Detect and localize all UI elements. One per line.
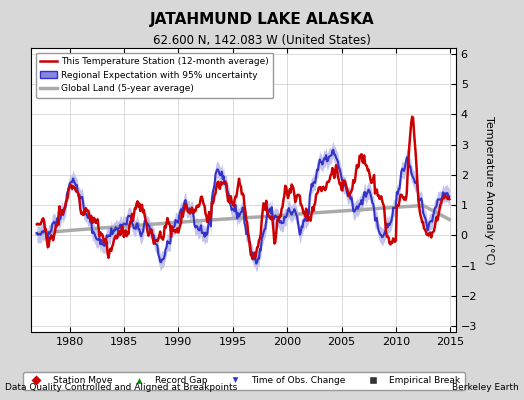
Text: Berkeley Earth: Berkeley Earth [452, 383, 519, 392]
Legend: Station Move, Record Gap, Time of Obs. Change, Empirical Break: Station Move, Record Gap, Time of Obs. C… [23, 372, 465, 390]
Text: Data Quality Controlled and Aligned at Breakpoints: Data Quality Controlled and Aligned at B… [5, 383, 237, 392]
Y-axis label: Temperature Anomaly (°C): Temperature Anomaly (°C) [484, 116, 494, 264]
Text: 62.600 N, 142.083 W (United States): 62.600 N, 142.083 W (United States) [153, 34, 371, 47]
Text: JATAHMUND LAKE ALASKA: JATAHMUND LAKE ALASKA [150, 12, 374, 27]
